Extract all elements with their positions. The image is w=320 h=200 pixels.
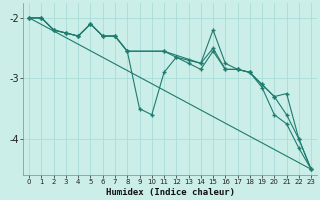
X-axis label: Humidex (Indice chaleur): Humidex (Indice chaleur): [106, 188, 235, 197]
